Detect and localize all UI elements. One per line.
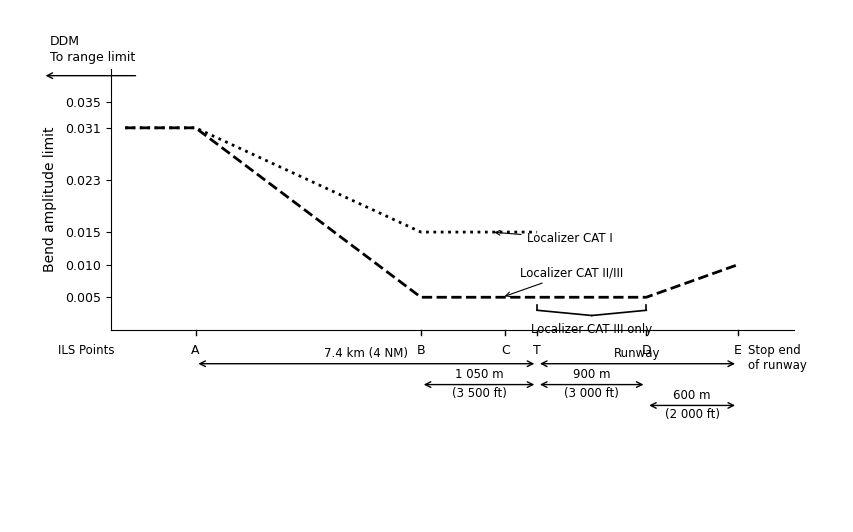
Text: Localizer CAT I: Localizer CAT I <box>495 230 612 245</box>
Text: (2 000 ft): (2 000 ft) <box>664 408 719 421</box>
Text: 600 m: 600 m <box>672 388 710 402</box>
Text: E: E <box>733 344 741 357</box>
Text: (3 500 ft): (3 500 ft) <box>451 387 506 400</box>
Text: T: T <box>532 344 541 357</box>
Y-axis label: Bend amplitude limit: Bend amplitude limit <box>43 127 57 272</box>
Text: To range limit: To range limit <box>49 51 135 64</box>
Text: 1 050 m: 1 050 m <box>454 368 502 381</box>
Text: Localizer CAT III only: Localizer CAT III only <box>531 323 652 336</box>
Text: D: D <box>641 344 650 357</box>
Text: 900 m: 900 m <box>572 368 610 381</box>
Text: Runway: Runway <box>613 347 660 360</box>
Text: 7.4 km (4 NM): 7.4 km (4 NM) <box>324 347 408 360</box>
Text: B: B <box>416 344 425 357</box>
Text: A: A <box>191 344 200 357</box>
Text: ILS Points: ILS Points <box>58 344 114 357</box>
Text: (3 000 ft): (3 000 ft) <box>564 387 618 400</box>
Text: Localizer CAT II/III: Localizer CAT II/III <box>505 267 622 296</box>
Text: Stop end
of runway: Stop end of runway <box>747 344 806 372</box>
Text: DDM: DDM <box>49 35 79 48</box>
Text: C: C <box>501 344 509 357</box>
